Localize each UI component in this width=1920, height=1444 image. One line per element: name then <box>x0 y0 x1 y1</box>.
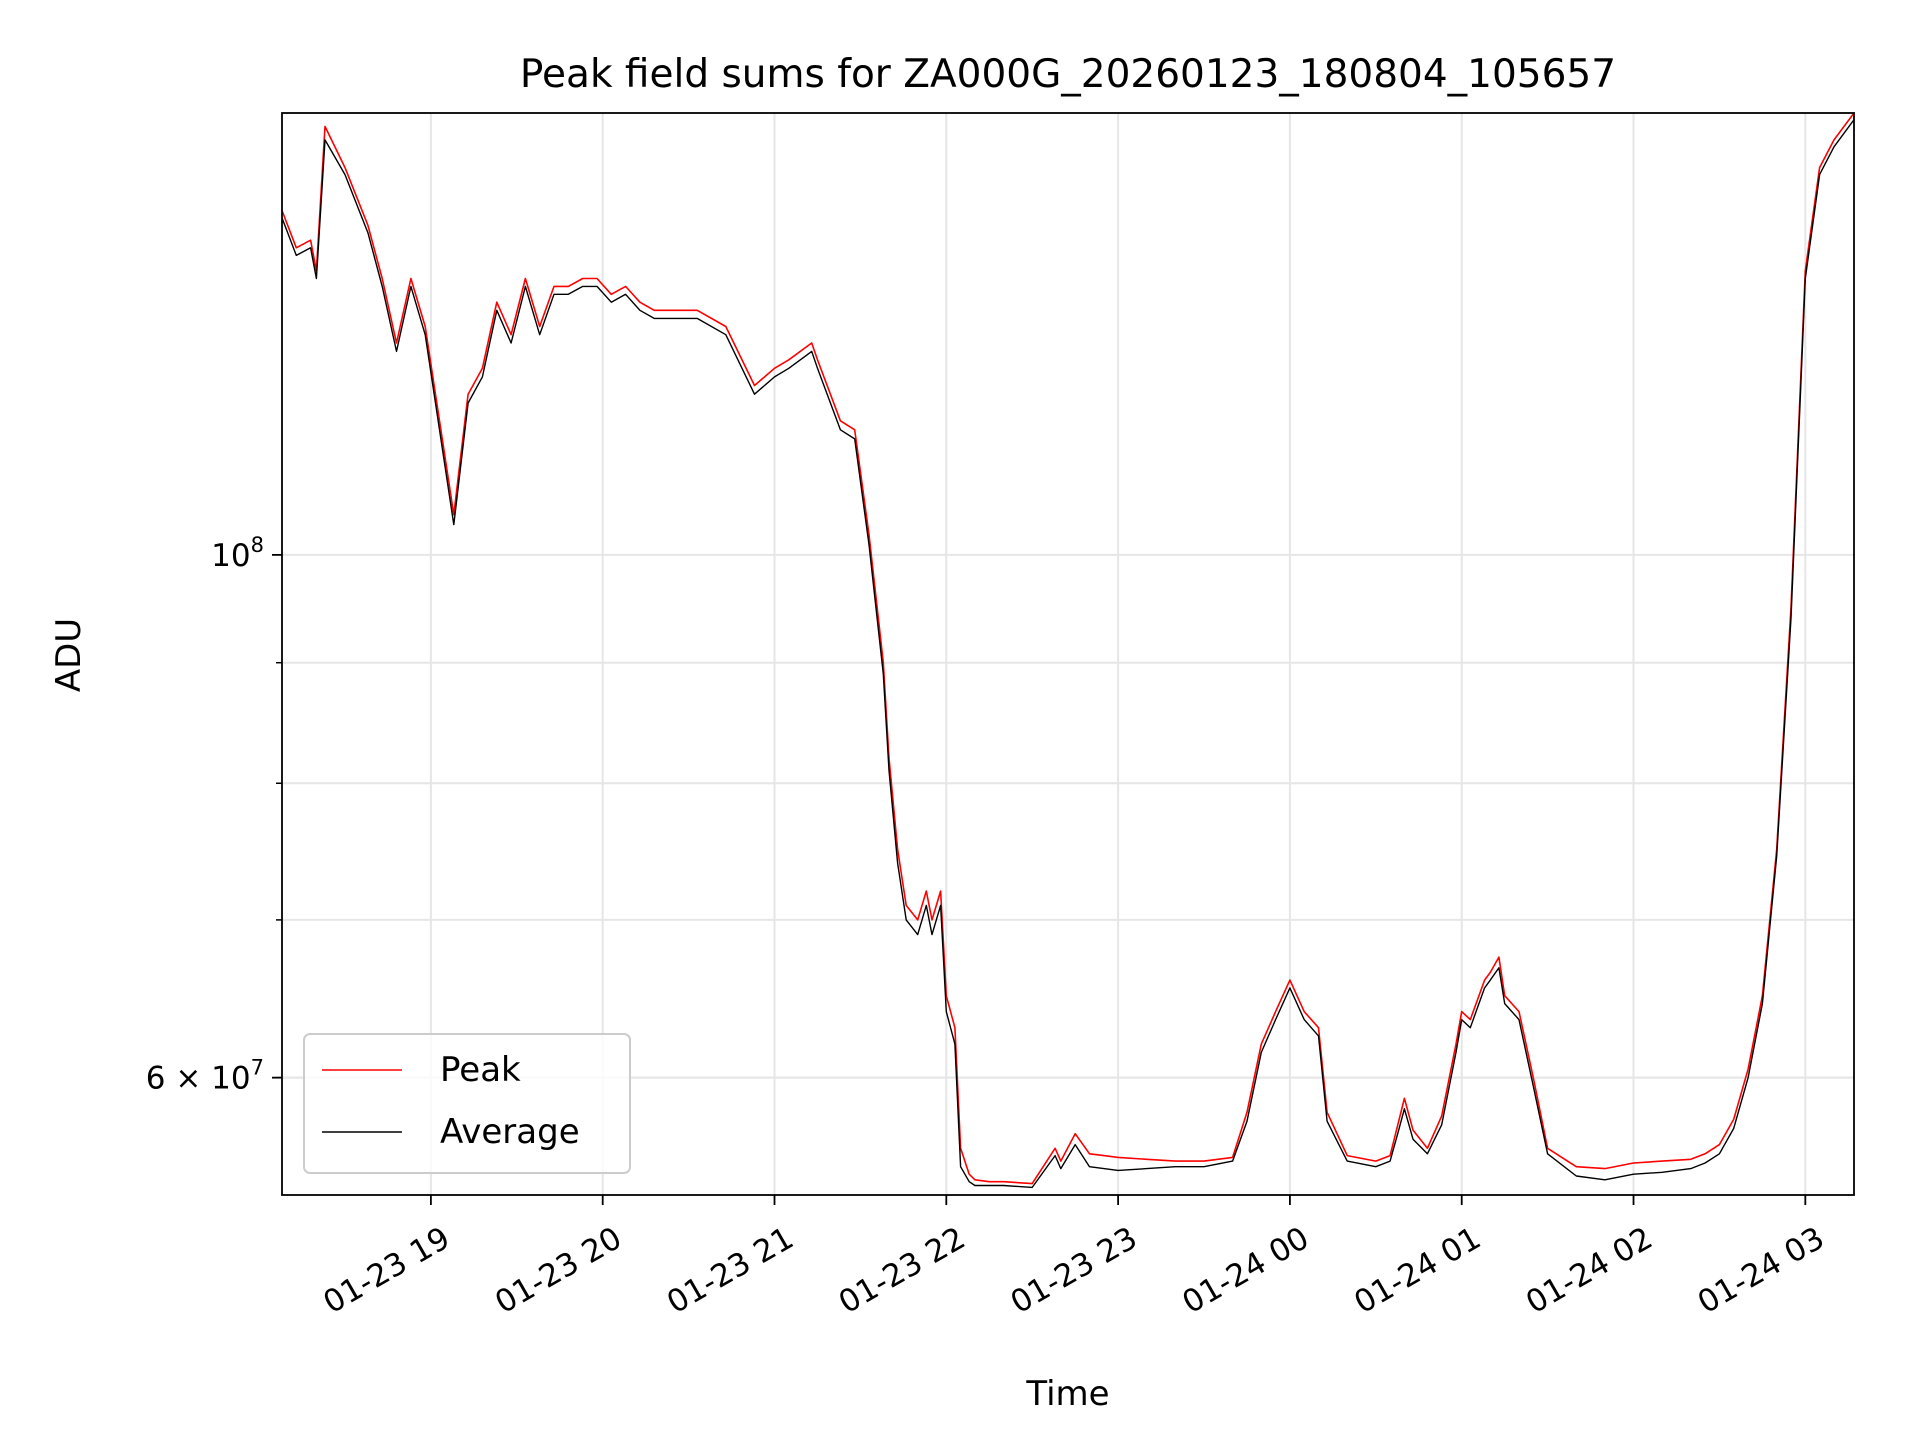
series-line-peak <box>281 112 1855 1185</box>
chart-title: Peak field sums for ZA000G_20260123_1808… <box>520 52 1616 97</box>
legend: Peak Average <box>303 1033 631 1174</box>
y-axis-label: ADU <box>49 618 89 692</box>
y-tick-label-exponent: 8 <box>251 533 264 557</box>
legend-box <box>303 1033 631 1174</box>
y-tick-label: 108 <box>211 533 264 574</box>
y-tick-label-exponent: 7 <box>251 1056 264 1080</box>
series-lines <box>281 112 1855 1189</box>
plot-area-frame <box>281 112 1855 1196</box>
y-tick-label-base: 10 <box>211 538 250 574</box>
x-axis-label: Time <box>1025 1374 1109 1414</box>
y-tick-label: 6 × 107 <box>146 1056 264 1097</box>
legend-label-average: Average <box>440 1112 580 1152</box>
legend-label-peak: Peak <box>440 1050 521 1090</box>
series-line-average <box>281 119 1855 1189</box>
y-tick-label-base: 6 × 10 <box>146 1061 251 1097</box>
grid <box>282 113 1854 1195</box>
